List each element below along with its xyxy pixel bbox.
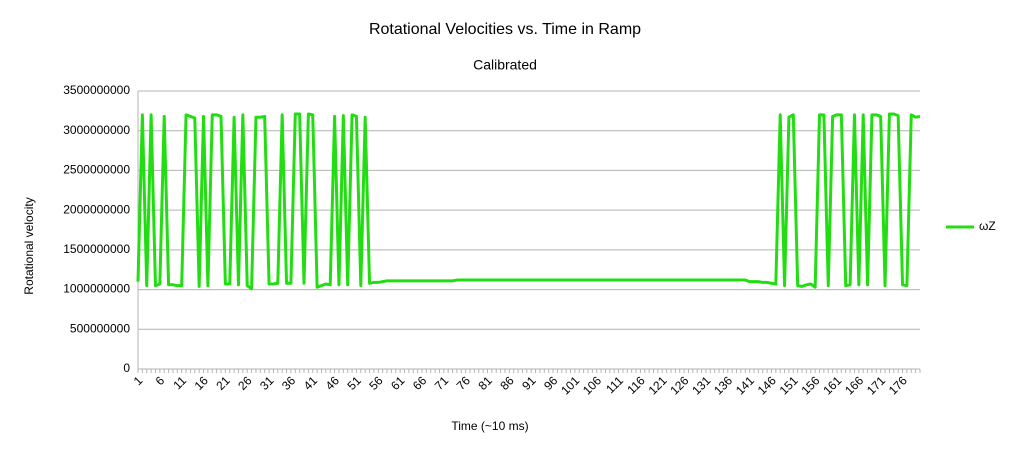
legend-label: ωZ [979,219,996,233]
y-tick-label: 1500000000 [63,242,130,256]
y-axis-label: Rotational velocity [22,197,36,294]
y-tick-label: 3500000000 [63,83,130,97]
y-tick-label: 500000000 [70,321,130,335]
data-line [136,112,921,291]
y-tick-label: 2000000000 [63,202,130,216]
y-tick-label: 2500000000 [63,163,130,177]
y-tick-label: 1000000000 [63,282,130,296]
y-tick-label: 0 [123,361,130,375]
y-tick-label: 3000000000 [63,123,130,137]
chart-subtitle: Calibrated [473,57,537,73]
chart-title: Rotational Velocities vs. Time in Ramp [369,21,641,38]
x-axis-label: Time (~10 ms) [451,419,528,433]
